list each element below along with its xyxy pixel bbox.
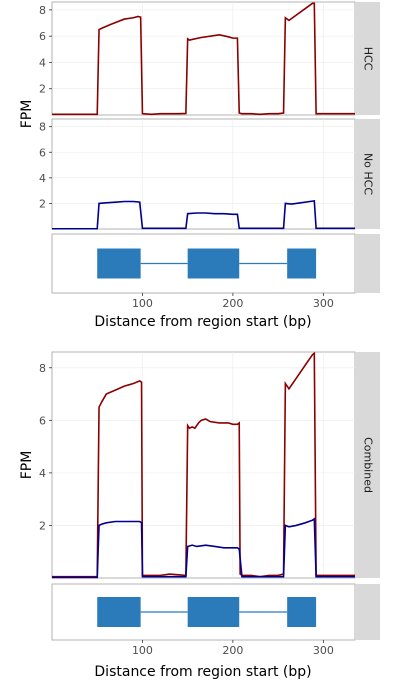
x-tick-label: 300 <box>313 644 334 657</box>
strip-no-hcc-label: No HCC <box>362 153 375 195</box>
y-tick-label: 4 <box>39 172 46 185</box>
strip-no-hcc <box>355 119 380 229</box>
y-tick-label: 6 <box>39 146 46 159</box>
combined-no-hcc-coverage-line <box>52 517 355 579</box>
exon-block <box>187 597 240 627</box>
exon-block <box>187 248 240 279</box>
strip-hcc <box>355 2 380 115</box>
x-tick-label: 200 <box>222 297 243 310</box>
panel-no-hcc-y-ticks: 2 4 6 8 <box>39 121 52 210</box>
y-tick-label: 6 <box>39 414 46 427</box>
y-tick-label: 8 <box>39 121 46 134</box>
bottom-x-axis-title: Distance from region start (bp) <box>94 664 311 680</box>
y-tick-label: 2 <box>39 83 46 96</box>
x-tick-label: 200 <box>222 644 243 657</box>
strip-hcc-label: HCC <box>362 47 375 71</box>
x-tick-label: 100 <box>132 644 153 657</box>
gene-model-top <box>97 248 317 279</box>
panel-hcc-background <box>51 1 356 116</box>
panel-hcc-y-ticks: 2 4 6 8 <box>39 4 52 96</box>
panel-combined-y-ticks: 2 4 6 8 <box>39 362 52 532</box>
exon-block <box>287 248 317 279</box>
y-tick-label: 2 <box>39 197 46 210</box>
top-y-axis-title: FPM <box>19 100 35 129</box>
y-tick-label: 6 <box>39 30 46 43</box>
strip-combined-label: Combined <box>362 437 375 493</box>
x-tick-label: 300 <box>313 297 334 310</box>
gene-model-strip-top <box>355 234 380 293</box>
top-x-axis-title: Distance from region start (bp) <box>94 314 311 330</box>
gene-model-bottom <box>97 597 317 627</box>
panel-combined-background <box>51 351 356 579</box>
exon-block <box>287 597 317 627</box>
top-figure: 2 4 6 8 HCC 2 4 6 8 No HCC 100 200 300 FPM Dista… <box>19 1 380 330</box>
exon-block <box>97 597 141 627</box>
exon-block <box>97 248 141 279</box>
strip-combined <box>355 352 380 578</box>
bottom-figure: 2 4 6 8 Combined 100 200 300 FPM Distance fro… <box>19 351 380 680</box>
bottom-y-axis-title: FPM <box>19 451 35 480</box>
y-tick-label: 2 <box>39 519 46 532</box>
top-x-ticks: 100 200 300 <box>132 293 334 310</box>
combined-hcc-coverage-line <box>52 351 355 578</box>
y-tick-label: 4 <box>39 467 46 480</box>
bottom-x-ticks: 100 200 300 <box>132 640 334 657</box>
y-tick-label: 8 <box>39 362 46 375</box>
x-tick-label: 100 <box>132 297 153 310</box>
no-hcc-coverage-line <box>52 199 355 230</box>
gene-model-strip-bottom <box>355 584 380 640</box>
y-tick-label: 8 <box>39 4 46 17</box>
hcc-coverage-line <box>52 2 355 116</box>
y-tick-label: 4 <box>39 56 46 69</box>
